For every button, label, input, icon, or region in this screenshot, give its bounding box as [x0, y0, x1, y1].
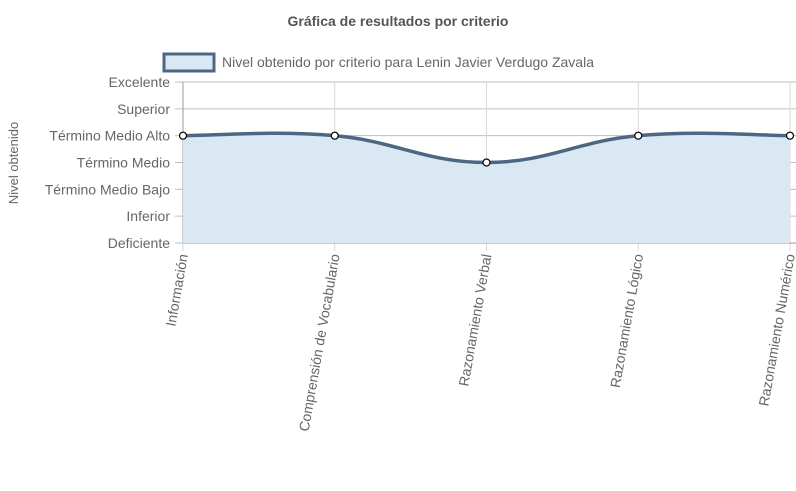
y-tick-label: Superior [117, 101, 170, 117]
x-tick-label: Razonamiento Verbal [455, 253, 494, 388]
y-tick-label: Inferior [126, 208, 170, 224]
y-tick-label: Excelente [109, 74, 171, 90]
y-tick-label: Término Medio Bajo [45, 181, 170, 197]
data-point[interactable] [785, 131, 795, 140]
data-point[interactable] [482, 158, 491, 167]
data-point[interactable] [330, 131, 339, 140]
legend-swatch [162, 52, 216, 73]
chart-title: Gráfica de resultados por criterio [288, 13, 509, 29]
legend-label: Nivel obtenido por criterio para Lenin J… [222, 54, 594, 70]
x-tick-label: Razonamiento Numérico [755, 253, 796, 408]
x-tick-label: Razonamiento Lógico [607, 253, 646, 389]
y-axis-title: Nivel obtenido [6, 122, 21, 204]
legend[interactable]: Nivel obtenido por criterio para Lenin J… [162, 52, 594, 73]
y-tick-label: Término Medio [77, 155, 171, 171]
y-tick-label: Deficiente [108, 235, 170, 251]
y-tick-label: Término Medio Alto [49, 128, 170, 144]
series-area [183, 133, 790, 243]
data-point[interactable] [178, 131, 188, 140]
y-axis-ticks: Deficiente Inferior Término Medio Bajo Térm… [45, 74, 171, 251]
data-point[interactable] [634, 131, 643, 140]
x-axis-ticks: Información Comprensión de Vocabulario Raz… [162, 253, 796, 433]
x-tick-label: Información [162, 253, 190, 328]
data-points [178, 131, 795, 167]
x-tick-label: Comprensión de Vocabulario [296, 253, 343, 433]
